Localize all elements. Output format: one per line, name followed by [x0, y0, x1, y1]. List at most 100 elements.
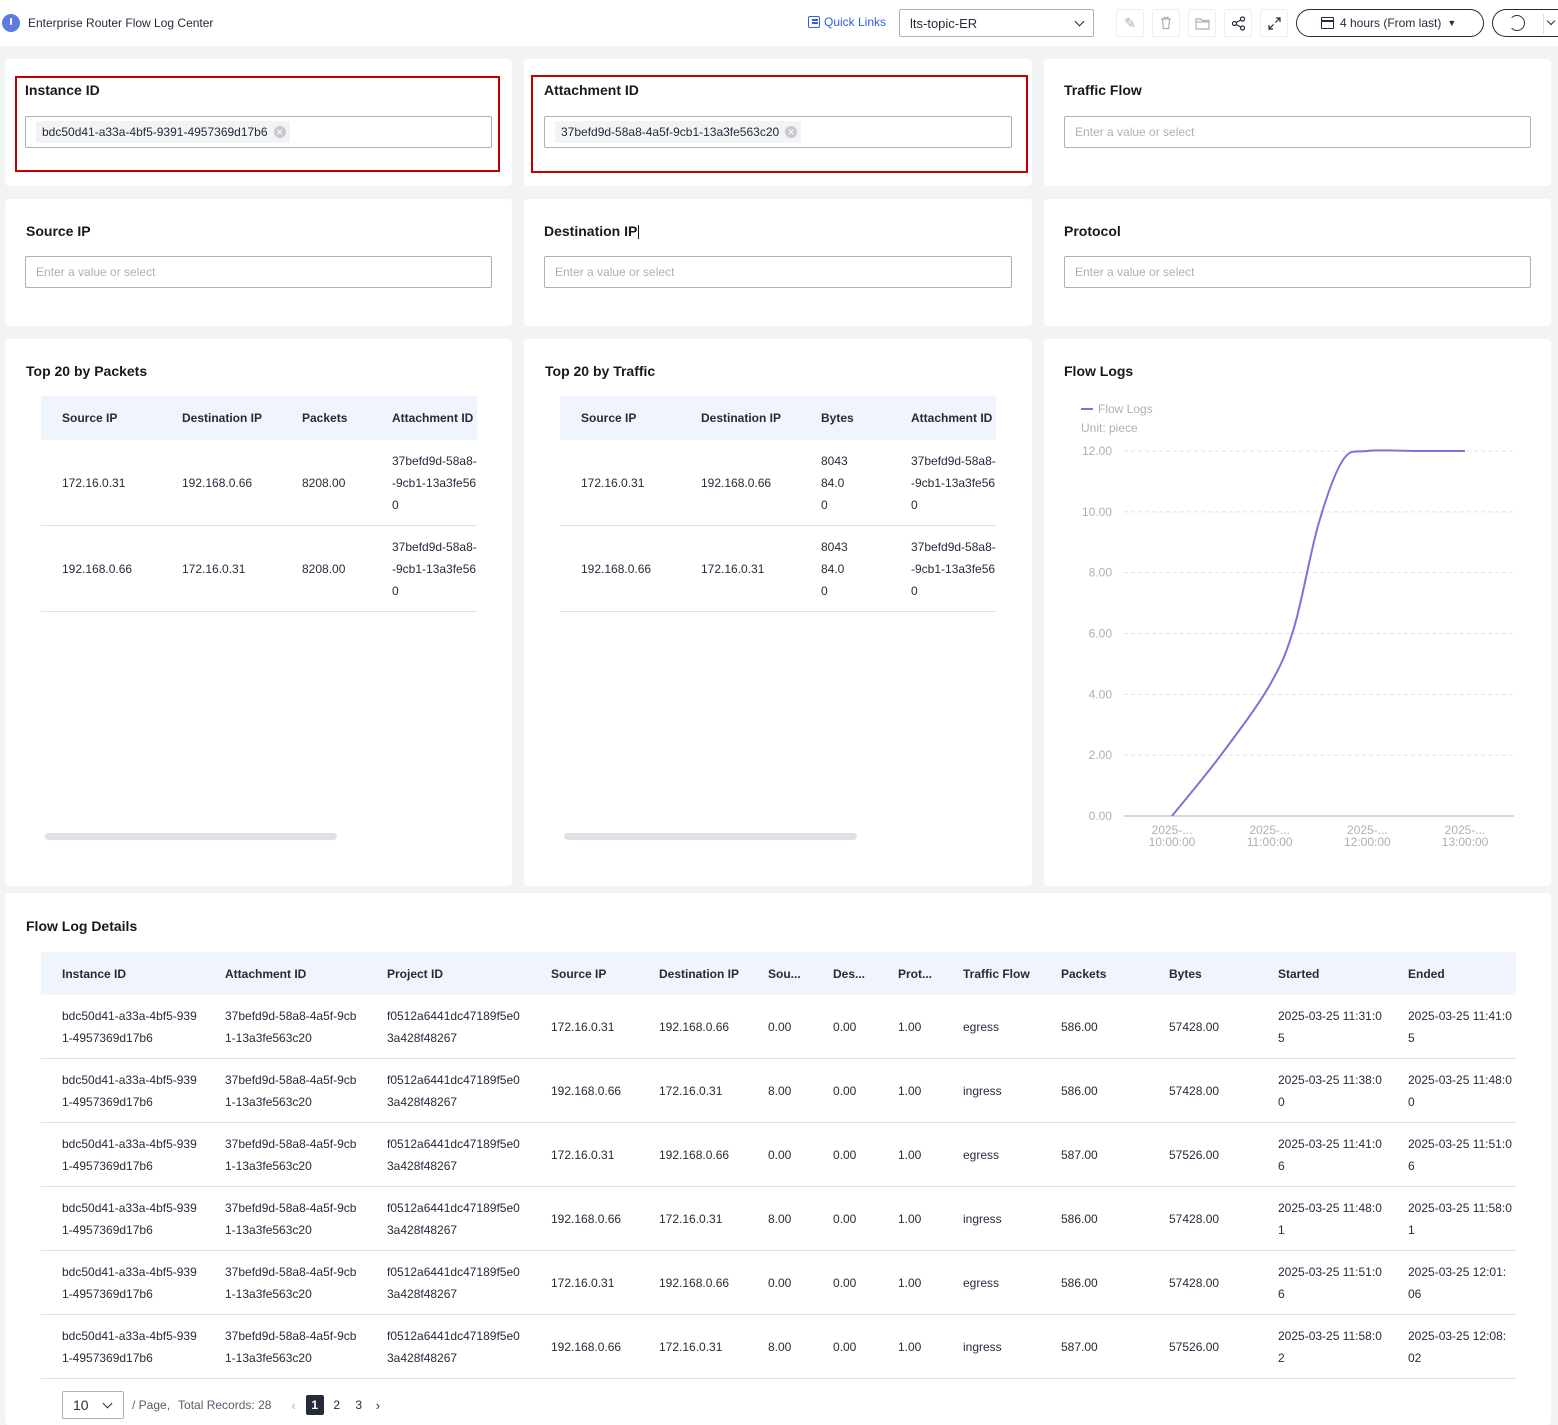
cell-protocol: 1.00 [898, 1083, 922, 1098]
delete-button[interactable] [1152, 9, 1180, 37]
x-tick-label: 10:00:00 [1149, 835, 1196, 849]
column-header[interactable]: Source IP [551, 966, 607, 981]
cell-destination-ip: 192.168.0.66 [659, 1147, 730, 1162]
page-1-button[interactable]: 1 [305, 1395, 324, 1415]
attachment-id-field[interactable]: 37befd9d-58a8-4a5f-9cb1-13a3fe563c20 ✕ [544, 116, 1012, 148]
source-ip-placeholder: Enter a value or select [36, 265, 156, 279]
column-header[interactable]: Traffic Flow [963, 966, 1030, 981]
edit-button[interactable]: ✎ [1116, 9, 1144, 37]
column-header[interactable]: Attachment ID [392, 411, 474, 425]
page-size-value: 10 [73, 1397, 89, 1413]
cell-destination-port: 0.00 [833, 1147, 857, 1162]
column-header[interactable]: Destination IP [182, 411, 263, 425]
page-size-select[interactable]: 10 [62, 1391, 124, 1419]
cell-instance-id: bdc50d41-a33a-4bf5-9391-4957369d17b6 [62, 1328, 197, 1365]
cell-packets: 586.00 [1061, 1019, 1098, 1034]
series-line-flow-logs[interactable] [1171, 449, 1465, 817]
flow-logs-chart-title: Flow Logs [1064, 363, 1134, 379]
column-header[interactable]: Bytes [821, 411, 854, 425]
column-header[interactable]: Destination IP [701, 411, 782, 425]
horizontal-scrollbar[interactable] [564, 833, 857, 840]
cell-destination-port: 0.00 [833, 1019, 857, 1034]
flow-logs-chart: Flow Logs Unit: piece 0.00 2.00 4.00 6.00 8.… [1081, 402, 1514, 849]
cell-bytes: 804384.00 [821, 453, 848, 512]
table-row[interactable]: 192.168.0.66 172.16.0.31 8208.00 37befd9… [41, 526, 477, 612]
table-row[interactable]: bdc50d41-a33a-4bf5-9391-4957369d17b6 37be… [41, 1187, 1516, 1251]
legend-label[interactable]: Flow Logs [1098, 402, 1153, 416]
column-header[interactable]: Source IP [581, 411, 637, 425]
instance-id-field[interactable]: bdc50d41-a33a-4bf5-9391-4957369d17b6 ✕ [25, 116, 492, 148]
table-row[interactable]: 192.168.0.66 172.16.0.31 804384.00 37bef… [560, 526, 996, 612]
refresh-button[interactable] [1492, 9, 1558, 37]
attachment-id-tag: 37befd9d-58a8-4a5f-9cb1-13a3fe563c20 ✕ [555, 121, 802, 143]
log-topic-select[interactable]: lts-topic-ER [899, 9, 1094, 37]
time-range-button[interactable]: 4 hours (From last) ▼ [1296, 9, 1484, 37]
column-header[interactable]: Prot... [898, 966, 933, 981]
protocol-panel: Protocol Enter a value or select [1044, 199, 1551, 326]
refresh-dropdown-icon[interactable] [1546, 16, 1556, 26]
destination-ip-field[interactable]: Enter a value or select [544, 256, 1012, 288]
x-tick-label: 12:00:00 [1344, 835, 1391, 849]
horizontal-scrollbar[interactable] [45, 833, 337, 840]
table-row[interactable]: bdc50d41-a33a-4bf5-9391-4957369d17b6 37be… [41, 1123, 1516, 1187]
trash-icon [1161, 16, 1171, 30]
flow-log-details-table: Instance ID Attachment ID Project ID Source… [41, 952, 1516, 1379]
column-header[interactable]: Instance ID [62, 966, 127, 981]
cell-project-id: f0512a6441dc47189f5e03a428f48267 [387, 1136, 520, 1173]
source-ip-field[interactable]: Enter a value or select [25, 256, 492, 288]
traffic-flow-placeholder: Enter a value or select [1075, 125, 1195, 139]
instance-id-tag-value: bdc50d41-a33a-4bf5-9391-4957369d17b6 [42, 125, 268, 139]
cell-protocol: 1.00 [898, 1339, 922, 1354]
column-header[interactable]: Attachment ID [911, 411, 993, 425]
column-header[interactable]: Packets [1061, 966, 1107, 981]
top-traffic-table: Source IP Destination IP Bytes Attachmen… [560, 396, 996, 612]
y-tick-label: 6.00 [1089, 627, 1113, 641]
fullscreen-button[interactable] [1260, 9, 1288, 37]
page-2-button[interactable]: 2 [333, 1398, 341, 1412]
column-header[interactable]: Destination IP [659, 966, 740, 981]
y-tick-label: 10.00 [1082, 505, 1112, 519]
dashboard-icon [2, 14, 20, 32]
top-packets-panel: Top 20 by Packets Source IP Destination … [5, 339, 512, 886]
cell-attachment-id: 37befd9d-58a8-4a5f-9cb1-13a3fe563c20 [225, 1008, 357, 1045]
cell-protocol: 1.00 [898, 1275, 922, 1290]
table-row[interactable]: 172.16.0.31 192.168.0.66 804384.00 37bef… [560, 440, 996, 526]
quick-links-link[interactable]: Quick Links [808, 15, 886, 29]
cell-destination-ip: 172.16.0.31 [659, 1339, 723, 1354]
x-tick-label: 2025-... [1249, 823, 1290, 837]
cell-started: 2025-03-25 11:51:06 [1278, 1264, 1382, 1301]
table-row[interactable]: bdc50d41-a33a-4bf5-9391-4957369d17b6 37be… [41, 1315, 1516, 1379]
page-3-button[interactable]: 3 [355, 1398, 363, 1412]
table-row[interactable]: bdc50d41-a33a-4bf5-9391-4957369d17b6 37be… [41, 995, 1516, 1059]
chart-plot-area: 0.002.004.006.008.0010.0012.002025-...10… [1082, 444, 1514, 849]
remove-tag-icon[interactable]: ✕ [273, 126, 286, 138]
column-header[interactable]: Started [1278, 966, 1320, 981]
column-header[interactable]: Packets [302, 411, 348, 425]
cell-packets: 8208.00 [302, 561, 346, 576]
remove-tag-icon[interactable]: ✕ [785, 126, 798, 138]
column-header[interactable]: Ended [1408, 966, 1445, 981]
table-row[interactable]: bdc50d41-a33a-4bf5-9391-4957369d17b6 37be… [41, 1251, 1516, 1315]
column-header[interactable]: Attachment ID [225, 966, 307, 981]
share-button[interactable] [1224, 9, 1252, 37]
table-row[interactable]: bdc50d41-a33a-4bf5-9391-4957369d17b6 37be… [41, 1059, 1516, 1123]
table-row[interactable]: 172.16.0.31 192.168.0.66 8208.00 37befd9… [41, 440, 477, 526]
cell-destination-ip: 192.168.0.66 [182, 475, 253, 490]
instance-id-panel: Instance ID bdc50d41-a33a-4bf5-9391-4957… [5, 59, 512, 186]
cell-protocol: 1.00 [898, 1019, 922, 1034]
prev-page-icon[interactable]: ‹ [291, 1397, 296, 1413]
cell-source-ip: 172.16.0.31 [62, 475, 126, 490]
cell-protocol: 1.00 [898, 1211, 922, 1226]
cell-attachment-id: 37befd9d-58a8--9cb1-13a3fe560 [911, 453, 996, 512]
next-page-icon[interactable]: › [375, 1397, 381, 1413]
x-tick-label: 2025-... [1152, 823, 1193, 837]
column-header[interactable]: Source IP [62, 411, 118, 425]
column-header[interactable]: Bytes [1169, 966, 1202, 981]
save-as-button[interactable] [1188, 9, 1216, 37]
column-header[interactable]: Sou... [768, 966, 801, 981]
column-header[interactable]: Project ID [387, 966, 444, 981]
cell-source-port: 8.00 [768, 1339, 792, 1354]
column-header[interactable]: Des... [833, 966, 866, 981]
traffic-flow-field[interactable]: Enter a value or select [1064, 116, 1531, 148]
protocol-field[interactable]: Enter a value or select [1064, 256, 1531, 288]
